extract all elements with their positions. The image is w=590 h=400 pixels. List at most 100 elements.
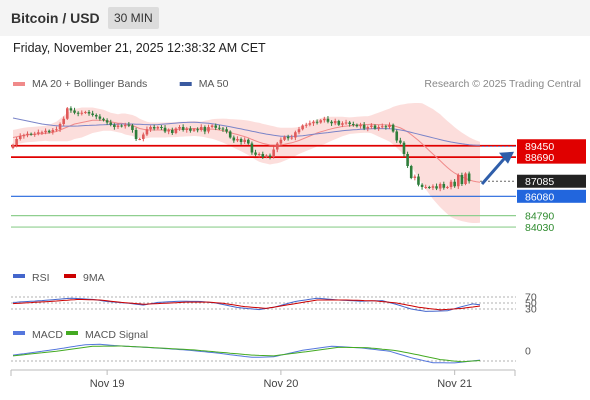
candle-body xyxy=(127,124,131,126)
candle-body xyxy=(113,124,116,127)
candle-body xyxy=(272,149,275,157)
price-label-current: 87085 xyxy=(525,176,554,188)
candle-body xyxy=(344,122,348,124)
candle-body xyxy=(308,123,312,125)
candle-body xyxy=(362,124,366,129)
macd-legend-swatch xyxy=(13,331,25,335)
candle-body xyxy=(268,155,272,157)
macd-level-label: 0 xyxy=(525,346,531,358)
candle-body xyxy=(134,130,138,139)
candle-body xyxy=(449,181,453,187)
candle-body xyxy=(460,175,464,184)
candle-body xyxy=(66,108,69,119)
candle-body xyxy=(464,173,467,184)
rsi-level-label: 50 xyxy=(525,298,537,310)
candle-body xyxy=(370,125,373,127)
candle-body xyxy=(257,154,261,155)
candle-body xyxy=(203,127,207,132)
candle-body xyxy=(91,113,94,115)
candle-body xyxy=(456,175,460,187)
candle-body xyxy=(294,132,297,138)
candle-body xyxy=(105,120,109,123)
candle-body xyxy=(377,127,380,129)
candle-body xyxy=(380,126,384,128)
rsi-legend-label: RSI xyxy=(32,272,50,284)
interval-button[interactable]: 30 MIN xyxy=(108,7,159,29)
candle-body xyxy=(163,127,167,132)
rsi-line xyxy=(12,297,481,312)
candle-body xyxy=(337,121,341,125)
candle-body xyxy=(453,181,456,187)
candle-body xyxy=(409,166,413,178)
candle-body xyxy=(116,125,120,127)
ma50-line xyxy=(12,117,481,146)
candle-body xyxy=(178,127,181,129)
candle-body xyxy=(51,130,55,133)
candle-body xyxy=(243,139,246,142)
candle-body xyxy=(221,128,225,130)
candle-body xyxy=(152,127,156,129)
candle-body xyxy=(69,108,73,111)
rsi-level-label: 70 xyxy=(525,292,537,304)
candle-body xyxy=(399,140,402,143)
price-label-resistance: 88690 xyxy=(525,152,554,164)
candle-body xyxy=(26,133,29,136)
rsi-ma-line xyxy=(12,298,481,311)
candle-body xyxy=(156,127,160,129)
candle-body xyxy=(214,125,218,128)
candle-body xyxy=(341,123,344,125)
candle-body xyxy=(279,139,283,144)
candle-body xyxy=(286,136,290,139)
rsi-legend-label: 9MA xyxy=(83,272,105,284)
chart-header: Bitcoin / USD 30 MIN xyxy=(0,0,590,36)
x-tick-label: Nov 21 xyxy=(437,378,472,390)
candle-body xyxy=(37,132,40,134)
candle-body xyxy=(442,184,446,188)
candle-body xyxy=(388,124,391,127)
candle-body xyxy=(333,121,337,124)
candle-body xyxy=(44,130,47,133)
candle-body xyxy=(15,139,18,145)
bollinger-band xyxy=(13,103,480,223)
candle-body xyxy=(225,129,228,132)
legend-swatch xyxy=(13,82,25,86)
candle-body xyxy=(312,121,315,124)
candle-body xyxy=(330,121,333,124)
candle-body xyxy=(18,136,22,139)
price-label-bg xyxy=(517,150,586,164)
candle-body xyxy=(402,142,406,154)
candle-body xyxy=(395,131,399,141)
candle-body xyxy=(431,186,435,188)
candle-body xyxy=(160,127,163,128)
candle-body xyxy=(218,127,221,129)
candle-body xyxy=(366,127,370,129)
candle-body xyxy=(355,124,359,127)
candle-body xyxy=(170,130,174,133)
candle-body xyxy=(123,124,127,127)
candle-body xyxy=(189,128,192,131)
candle-body xyxy=(181,127,185,130)
candle-body xyxy=(142,134,145,139)
rsi-legend-swatch xyxy=(13,274,25,278)
candle-body xyxy=(87,112,91,114)
candle-body xyxy=(435,186,438,189)
candle-body xyxy=(138,139,142,140)
candle-body xyxy=(290,137,294,139)
candle-body xyxy=(304,124,308,126)
candle-body xyxy=(199,127,203,130)
candle-body xyxy=(391,124,395,132)
candle-body xyxy=(413,176,417,178)
candle-body xyxy=(73,110,76,113)
candle-body xyxy=(283,136,286,140)
legend-swatch xyxy=(179,82,192,86)
candle-body xyxy=(62,118,65,124)
candle-body xyxy=(424,187,427,188)
candle-body xyxy=(145,129,149,135)
candle-body xyxy=(102,118,105,121)
rsi-level-label: 30 xyxy=(525,304,537,316)
candle-body xyxy=(326,118,330,122)
candle-body xyxy=(98,116,102,119)
x-tick-label: Nov 19 xyxy=(90,378,125,390)
candle-body xyxy=(228,131,232,138)
candle-body xyxy=(185,128,189,130)
